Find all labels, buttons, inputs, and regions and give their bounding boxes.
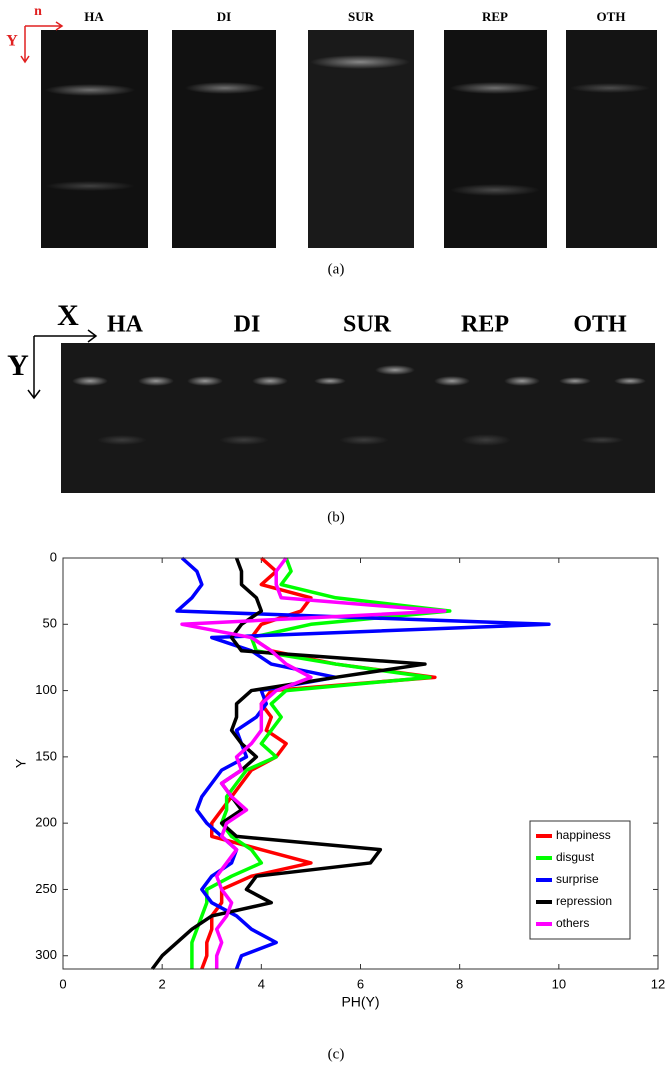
legend-label: repression — [556, 894, 612, 908]
panel-a-images — [41, 30, 657, 248]
x-tick-label: 12 — [651, 976, 665, 991]
panel-label: REP — [482, 9, 508, 24]
x-tick-label: 10 — [552, 976, 566, 991]
caption: (a) — [328, 261, 345, 277]
panel-label: HA — [84, 9, 104, 24]
y-tick-label: 0 — [50, 549, 57, 564]
legend-label: surprise — [556, 872, 599, 886]
panel-b-axes — [27, 329, 98, 400]
panel-label: REP — [461, 312, 509, 338]
axis-label: n — [34, 4, 42, 19]
panel-b-image — [61, 343, 655, 493]
panel-label: SUR — [348, 9, 375, 24]
y-tick-label: 250 — [35, 881, 57, 896]
y-tick-label: 100 — [35, 682, 57, 697]
axis-label: Y — [6, 33, 18, 50]
data-line — [190, 557, 452, 969]
x-tick-label: 4 — [258, 976, 265, 991]
panel-label: OTH — [597, 9, 626, 24]
x-tick-label: 8 — [456, 976, 463, 991]
y-tick-label: 50 — [43, 616, 57, 631]
y-tick-label: 200 — [35, 815, 57, 830]
panel-label: SUR — [343, 312, 392, 338]
y-axis-label: Y — [13, 758, 29, 768]
legend-label: disgust — [556, 850, 595, 864]
caption: (b) — [327, 509, 345, 525]
legend: happiness disgust surprise repression others — [529, 820, 631, 940]
data-line — [175, 556, 551, 970]
legend-label: happiness — [556, 828, 611, 842]
y-tick-label: 150 — [35, 748, 57, 763]
panel-label: DI — [217, 9, 231, 24]
x-tick-label: 0 — [59, 976, 66, 991]
axis-label: X — [57, 299, 79, 332]
y-tick-label: 300 — [35, 947, 57, 962]
x-tick-label: 6 — [357, 976, 364, 991]
x-axis-label: PH(Y) — [341, 994, 379, 1010]
line-chart: 0 2 4 6 8 10 12 0 50 100 150 200 250 300 PH(Y) Yhappine… — [13, 549, 666, 1009]
panel-label: DI — [234, 312, 261, 338]
panel-a-axes — [20, 21, 64, 64]
plot-frame — [62, 557, 659, 970]
axis-label: Y — [7, 349, 29, 382]
data-line — [180, 556, 447, 969]
legend-label: others — [556, 916, 589, 930]
panel-label: HA — [107, 312, 144, 338]
caption: (c) — [328, 1046, 345, 1062]
data-line — [150, 557, 427, 971]
x-tick-label: 2 — [159, 976, 166, 991]
panel-label: OTH — [573, 312, 627, 338]
